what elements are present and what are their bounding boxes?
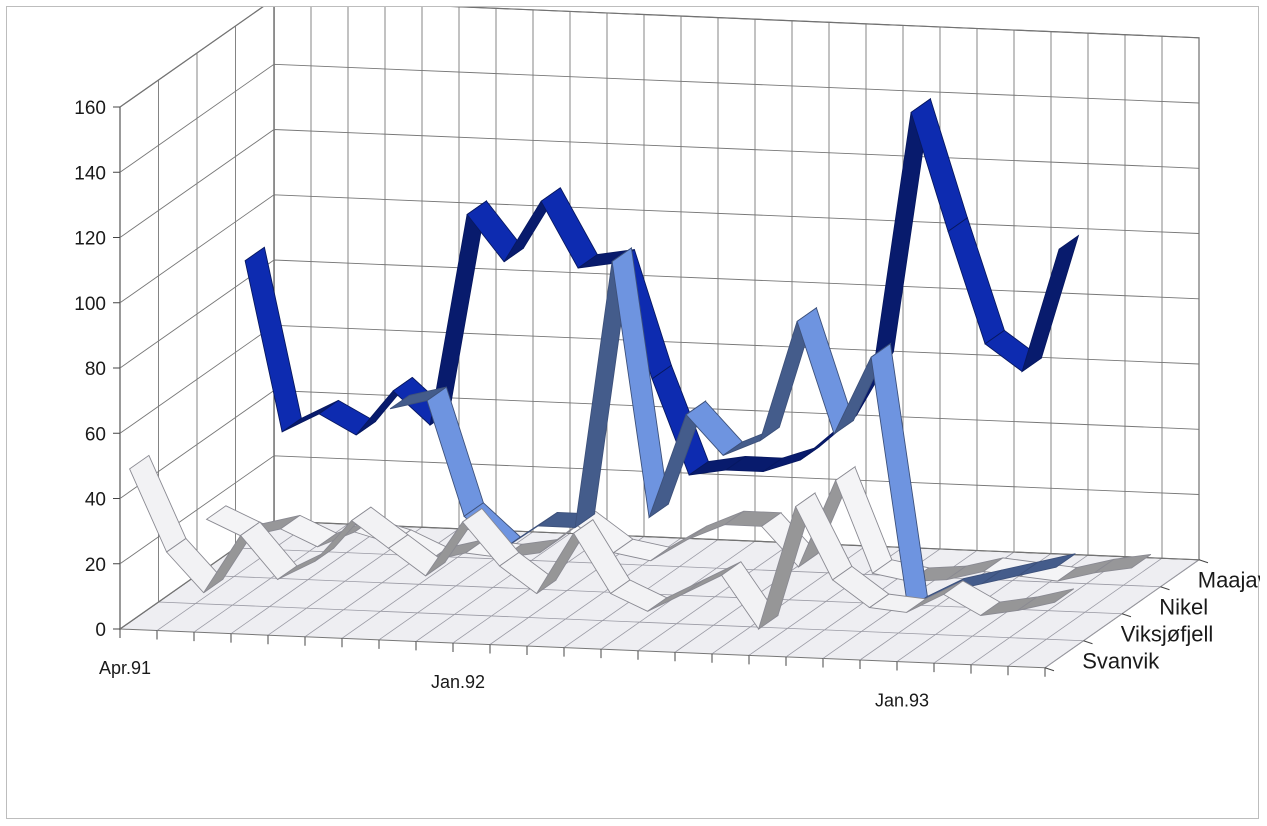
- depth-tick-mark: [1198, 559, 1209, 564]
- series-label: Viksjøfjell: [1121, 621, 1214, 646]
- y-tick-label: 40: [85, 490, 106, 511]
- series-segment: [1018, 553, 1076, 576]
- depth-tick-mark: [1083, 640, 1093, 645]
- series-nikel: [205, 465, 1152, 582]
- series-svanvik: [129, 454, 1075, 631]
- floor-gridline: [158, 601, 1084, 642]
- y-tick-label: 100: [74, 294, 106, 315]
- chart: 0 20 40 60 80 100 120 140 160 Apr.91 Jan.92 Jan.93 S…: [74, 7, 1260, 711]
- y-tick-label: 20: [85, 555, 106, 576]
- chart-labels: 0 20 40 60 80 100 120 140 160 Apr.91 Jan.92 Jan.93 S…: [74, 98, 1260, 711]
- depth-tick-mark: [1121, 613, 1132, 618]
- chart-frame: 0 20 40 60 80 100 120 140 160 Apr.91 Jan.92 Jan.93 S…: [6, 6, 1260, 819]
- y-gridline: [119, 7, 1200, 108]
- series-label: Svanvik: [1082, 648, 1160, 673]
- depth-tick-mark: [1160, 586, 1170, 591]
- floor-gridline: [235, 547, 1161, 588]
- y-tick-label: 120: [74, 229, 106, 250]
- y-gridline: [119, 129, 1200, 238]
- x-tick-label: Jan.92: [431, 672, 485, 692]
- depth-tick-mark: [1044, 667, 1055, 672]
- y-tick-label: 60: [85, 424, 106, 445]
- y-tick-label: 140: [74, 163, 106, 184]
- y-tick-label: 80: [85, 359, 106, 380]
- series-maajavri: [244, 97, 1080, 476]
- y-gridline: [119, 63, 1200, 173]
- series-label: Maajavri: [1198, 567, 1260, 592]
- x-tick-label: Jan.93: [875, 691, 929, 711]
- series-viksj-fjell: [389, 247, 1076, 611]
- y-gridline: [119, 194, 1200, 304]
- chart-axes: [113, 106, 1209, 677]
- series-label: Nikel: [1159, 594, 1208, 619]
- y-tick-label: 0: [95, 620, 106, 641]
- series-segment: [1094, 553, 1152, 574]
- series-segment: [1017, 588, 1075, 611]
- x-tick-label: Apr.91: [99, 658, 151, 678]
- chart-series: [129, 97, 1152, 631]
- y-tick-label: 160: [74, 98, 106, 119]
- series-segment: [1021, 234, 1080, 373]
